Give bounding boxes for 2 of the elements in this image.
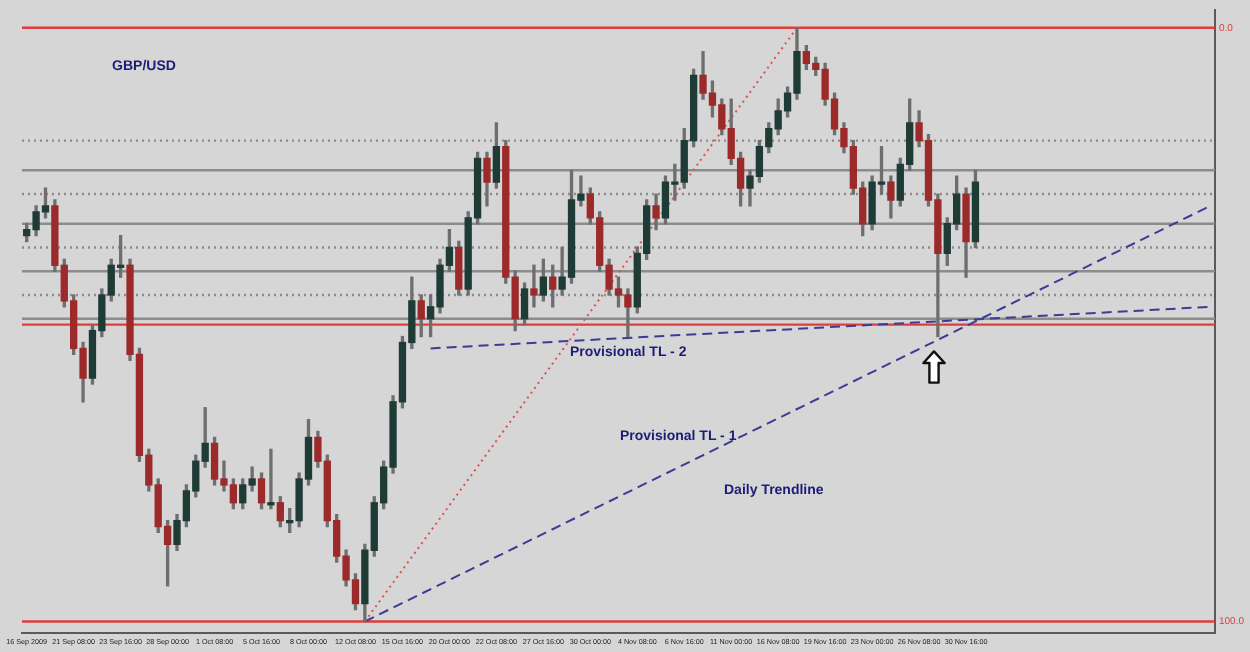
candlestick <box>267 448 275 510</box>
candlestick <box>530 264 538 308</box>
